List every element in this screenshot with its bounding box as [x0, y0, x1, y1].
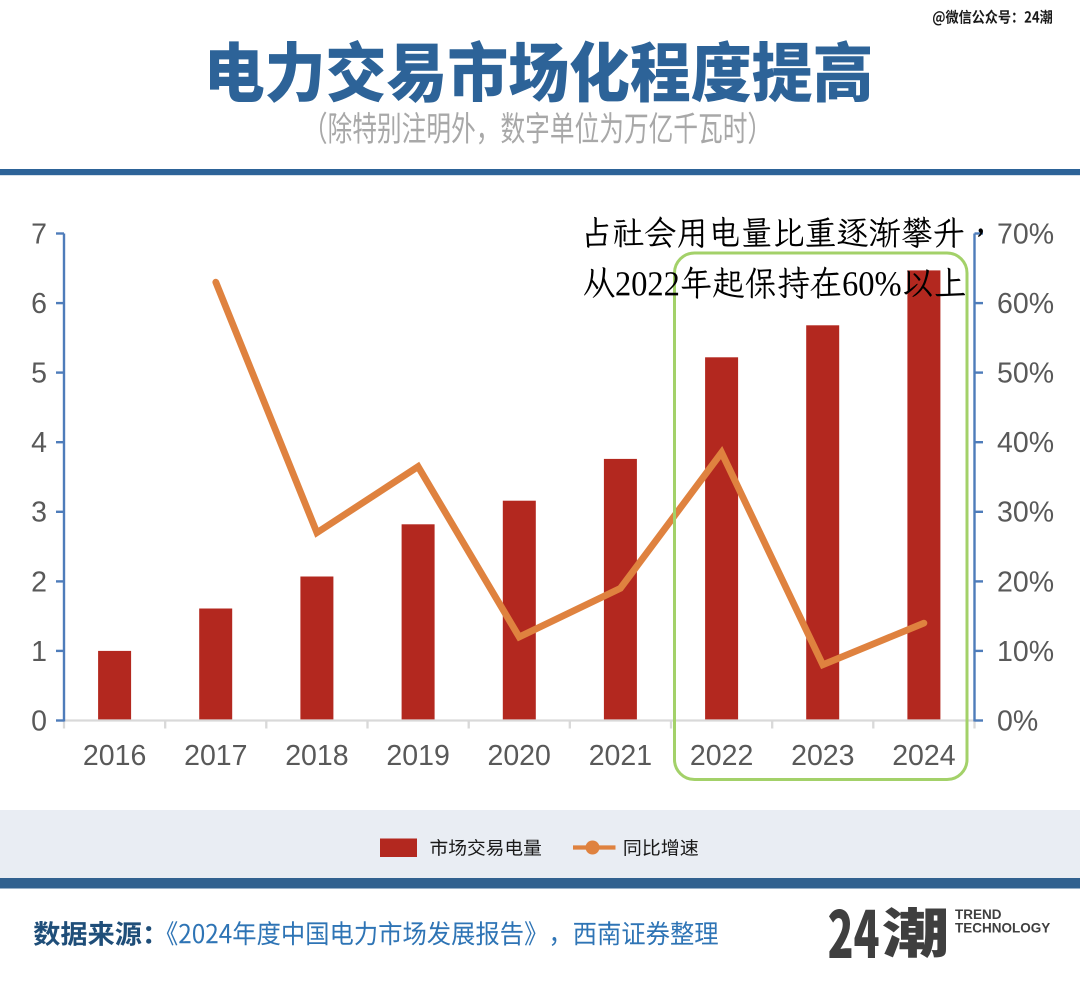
- svg-text:1: 1: [31, 636, 47, 668]
- svg-text:2016: 2016: [83, 740, 146, 772]
- svg-text:0: 0: [31, 705, 47, 737]
- svg-text:60%: 60%: [997, 288, 1054, 320]
- svg-text:2024: 2024: [892, 740, 956, 772]
- svg-text:2018: 2018: [285, 740, 348, 772]
- svg-text:70%: 70%: [997, 218, 1054, 250]
- svg-text:2021: 2021: [589, 740, 652, 772]
- svg-text:5: 5: [31, 358, 47, 390]
- svg-text:40%: 40%: [997, 427, 1054, 459]
- svg-text:20%: 20%: [997, 566, 1054, 598]
- svg-text:2019: 2019: [386, 740, 449, 772]
- svg-text:2017: 2017: [184, 740, 247, 772]
- svg-text:3: 3: [31, 497, 47, 529]
- svg-text:30%: 30%: [997, 497, 1054, 529]
- svg-text:2022: 2022: [690, 740, 753, 772]
- svg-text:7: 7: [31, 218, 47, 250]
- svg-text:4: 4: [31, 427, 47, 459]
- svg-text:2023: 2023: [791, 740, 854, 772]
- svg-text:6: 6: [31, 288, 47, 320]
- svg-text:10%: 10%: [997, 636, 1054, 668]
- svg-text:2020: 2020: [487, 740, 550, 772]
- svg-text:TECHNOLOGY: TECHNOLOGY: [955, 921, 1050, 936]
- svg-text:2: 2: [31, 566, 47, 598]
- svg-text:TREND: TREND: [955, 907, 1002, 922]
- svg-text:0%: 0%: [997, 705, 1038, 737]
- svg-text:50%: 50%: [997, 358, 1054, 390]
